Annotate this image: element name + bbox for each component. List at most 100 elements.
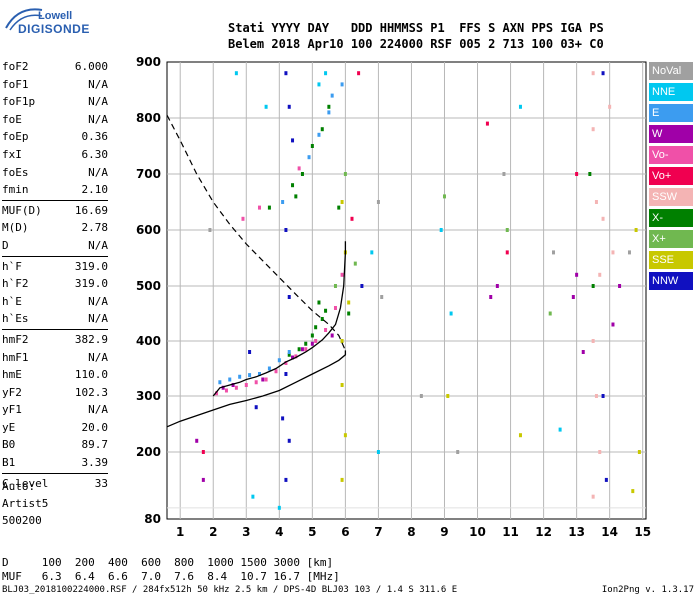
data-point	[218, 380, 222, 385]
param-name: B1	[2, 456, 16, 470]
data-point	[327, 104, 331, 109]
data-point	[248, 373, 252, 378]
data-point	[291, 183, 295, 188]
param-name: h`E	[2, 294, 22, 308]
legend-item: SSW	[649, 188, 693, 206]
distance-muf-table: D 100 200 400 600 800 1000 1500 3000 [km…	[2, 556, 340, 584]
y-tick-label: 200	[136, 445, 161, 459]
data-point	[591, 71, 595, 76]
data-point	[228, 377, 232, 382]
param-row: h`E N/A	[2, 293, 108, 311]
param-row: C-level 33	[2, 475, 108, 493]
data-point	[320, 317, 324, 321]
auto-software: Artist5	[2, 497, 49, 510]
data-point	[327, 110, 331, 115]
x-tick-label: 8	[407, 525, 415, 539]
data-point	[287, 438, 291, 443]
topside-profile	[166, 114, 346, 351]
data-point	[637, 450, 641, 454]
param-value: N/A	[88, 294, 108, 308]
data-point	[281, 200, 285, 204]
x-tick-label: 15	[634, 525, 651, 539]
data-point	[297, 166, 301, 171]
data-point	[347, 311, 351, 316]
x-tick-label: 13	[568, 525, 585, 539]
data-point	[518, 104, 522, 109]
param-name: yE	[2, 420, 16, 434]
distance-row: D 100 200 400 600 800 1000 1500 3000 [km…	[2, 556, 334, 569]
data-point	[310, 333, 314, 338]
param-row: foF1 N/A	[2, 76, 108, 94]
param-value: 33	[94, 476, 108, 490]
param-value: 89.7	[81, 438, 109, 452]
data-point	[291, 138, 295, 143]
param-row: yF2 102.3	[2, 384, 108, 402]
station-header: Stati YYYY DAY DDD HHMMSS P1 FFS S AXN P…	[228, 20, 604, 52]
param-row: h`Es N/A	[2, 310, 108, 328]
auto-label: Auto:	[2, 480, 36, 493]
data-point	[333, 284, 337, 288]
lowell-digisonde-logo: Lowell DIGISONDE	[4, 2, 114, 48]
x-tick-label: 9	[440, 525, 448, 539]
param-row: yE 20.0	[2, 419, 108, 437]
data-point	[505, 250, 509, 255]
data-point	[591, 494, 595, 499]
param-value: 16.69	[74, 203, 108, 217]
data-point	[588, 172, 592, 176]
data-point	[337, 205, 341, 210]
data-point	[304, 341, 308, 346]
data-point	[340, 339, 344, 343]
data-point	[571, 295, 575, 299]
x-tick-label: 2	[209, 525, 217, 539]
x-tick-label: 5	[308, 525, 316, 539]
y-tick-label: 700	[136, 167, 161, 181]
data-point	[575, 172, 579, 176]
data-point	[284, 228, 288, 232]
param-value: N/A	[88, 165, 108, 179]
param-value: N/A	[88, 77, 108, 91]
param-name: foF1p	[2, 95, 36, 109]
legend-item: X-	[649, 209, 693, 227]
data-point	[353, 261, 357, 266]
param-row: foF2 6.000	[2, 58, 108, 76]
y-tick-label: 500	[136, 279, 161, 293]
data-point	[310, 144, 314, 148]
header-line2: Belem 2018 Apr10 100 224000 RSF 005 2 71…	[228, 37, 604, 51]
param-value: N/A	[88, 403, 108, 417]
data-point	[330, 93, 334, 98]
data-point	[201, 477, 205, 482]
data-point	[314, 325, 318, 330]
data-point	[347, 300, 351, 305]
legend-item: W	[649, 125, 693, 143]
param-row: h`F 319.0	[2, 258, 108, 276]
y-tick-label: 600	[136, 223, 161, 237]
data-point	[330, 333, 334, 338]
data-point	[380, 295, 384, 299]
data-point	[287, 352, 291, 357]
data-point	[608, 104, 612, 109]
data-point	[343, 172, 347, 176]
legend-item: X+	[649, 230, 693, 248]
data-point	[601, 216, 605, 221]
data-point	[277, 358, 281, 363]
data-point	[439, 228, 443, 232]
data-point	[340, 272, 344, 277]
data-point	[598, 272, 602, 277]
auto-version: 500200	[2, 514, 42, 527]
data-point	[495, 284, 499, 288]
x-tick-label: 12	[535, 525, 552, 539]
param-row: fxI 6.30	[2, 146, 108, 164]
data-point	[241, 216, 245, 221]
param-name: foE	[2, 112, 22, 126]
data-point	[343, 433, 347, 438]
param-value: 2.78	[81, 221, 109, 235]
param-name: foF2	[2, 60, 29, 73]
param-row: foE N/A	[2, 111, 108, 129]
data-point	[419, 394, 423, 398]
y-tick-label: 400	[136, 334, 161, 348]
file-info-footer: BLJ03_2018100224000.RSF / 284fx512h 50 k…	[2, 585, 698, 595]
data-point	[294, 194, 298, 199]
data-point	[277, 505, 281, 510]
param-name: hmF1	[2, 350, 29, 364]
data-point	[287, 295, 291, 299]
